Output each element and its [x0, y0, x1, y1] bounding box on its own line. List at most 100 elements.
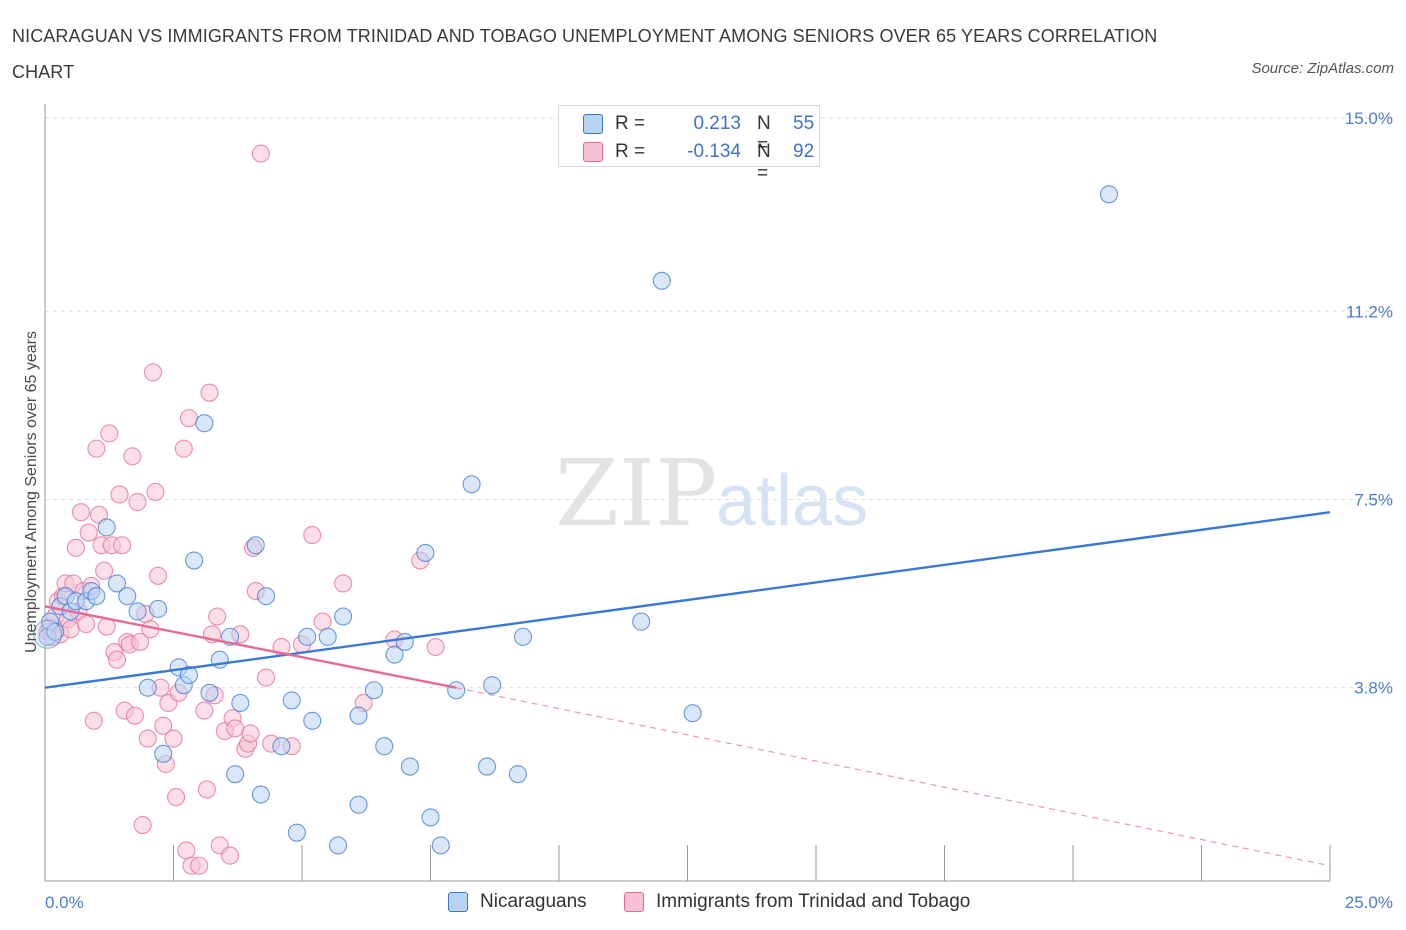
data-point — [123, 447, 142, 466]
data-point — [226, 719, 245, 738]
data-point — [431, 836, 450, 855]
data-point — [79, 523, 98, 542]
data-point — [95, 561, 114, 580]
series-trinidad-points — [38, 144, 445, 875]
y-tick-label: 3.8% — [1354, 679, 1393, 698]
data-point — [195, 414, 214, 433]
series-nicaraguan-points — [33, 185, 1119, 855]
data-point — [77, 615, 96, 634]
data-point — [462, 475, 481, 494]
axes — [44, 104, 1331, 882]
r-label: R = — [615, 113, 646, 134]
data-point — [328, 836, 348, 855]
data-point — [241, 724, 260, 743]
n-value: 55 — [793, 113, 815, 134]
data-point — [256, 668, 276, 687]
data-point — [251, 144, 270, 163]
data-point — [632, 612, 651, 631]
data-point — [143, 363, 162, 382]
data-point — [100, 424, 119, 443]
pink-swatch — [624, 892, 644, 912]
r-value: -0.134 — [687, 141, 741, 162]
data-point — [131, 632, 150, 651]
data-point — [334, 574, 353, 593]
data-point — [177, 841, 196, 860]
data-point — [375, 737, 394, 756]
data-point — [179, 665, 198, 685]
data-point — [125, 706, 144, 725]
data-point — [107, 650, 127, 669]
n-value: 92 — [793, 141, 815, 162]
data-point — [138, 678, 157, 697]
data-point — [349, 795, 368, 814]
data-point — [313, 612, 332, 631]
data-point — [33, 619, 63, 649]
r-value: 0.213 — [693, 113, 741, 134]
grid — [45, 117, 1395, 689]
data-point — [226, 765, 245, 784]
data-point — [683, 704, 702, 723]
data-point — [149, 566, 168, 585]
data-point — [149, 599, 168, 618]
watermark: ZIP atlas — [555, 440, 868, 547]
data-point — [87, 439, 106, 458]
data-point — [133, 815, 152, 835]
data-point — [508, 765, 527, 784]
data-point — [185, 551, 204, 570]
data-point — [197, 780, 216, 799]
data-point — [303, 711, 322, 730]
data-point — [483, 676, 502, 695]
data-point — [318, 627, 337, 646]
stats-legend: R = 0.213 N = 55 R = -0.134 N = 92 — [558, 105, 820, 184]
data-point — [477, 757, 497, 776]
data-point — [179, 409, 198, 428]
data-point — [416, 543, 435, 562]
data-point — [395, 632, 414, 651]
data-point — [208, 607, 227, 626]
trend-line-trinidad-extrapolated — [456, 687, 1331, 867]
x-tick-label: 25.0% — [1345, 893, 1393, 912]
chart-title: NICARAGUAN VS IMMIGRANTS FROM TRINIDAD A… — [12, 26, 1158, 82]
data-point — [66, 538, 85, 557]
x-tick-label: 0.0% — [45, 893, 84, 912]
data-point — [138, 729, 157, 748]
data-point — [154, 716, 173, 735]
data-point — [154, 744, 173, 763]
data-point — [84, 711, 103, 730]
source-label: Source: ZipAtlas.com — [1251, 60, 1394, 77]
trend-line-nicaraguans — [44, 511, 1331, 689]
data-point — [513, 627, 533, 646]
tick-labels: 3.8% 7.5% 11.2% 15.0% 0.0% 25.0% — [45, 109, 1393, 912]
data-point — [110, 485, 129, 504]
data-point — [246, 536, 265, 555]
blue-swatch — [448, 892, 468, 912]
trend-line-trinidad — [44, 605, 457, 689]
data-point — [652, 271, 671, 290]
svg-text:atlas: atlas — [716, 461, 868, 541]
data-point — [174, 439, 193, 458]
data-point — [87, 587, 106, 606]
data-point — [220, 846, 240, 865]
data-point — [146, 482, 165, 501]
data-point — [164, 729, 183, 748]
data-point — [334, 607, 353, 626]
data-point — [195, 701, 214, 720]
y-tick-label: 15.0% — [1345, 109, 1393, 128]
pink-swatch — [583, 142, 603, 162]
y-tick-label: 7.5% — [1354, 491, 1393, 510]
data-point — [107, 574, 127, 593]
data-point — [167, 788, 186, 807]
svg-text:ZIP: ZIP — [555, 440, 717, 547]
data-point — [128, 492, 147, 512]
data-point — [349, 706, 368, 725]
y-tick-label: 11.2% — [1346, 302, 1393, 321]
r-label: R = — [615, 141, 646, 162]
data-point — [200, 383, 219, 402]
data-point — [385, 645, 404, 664]
y-axis-label: Unemployment Among Seniors over 65 years — [23, 331, 40, 653]
data-point — [298, 627, 317, 646]
data-point — [1099, 185, 1119, 204]
n-label: N = — [757, 141, 771, 184]
data-point — [128, 602, 147, 621]
